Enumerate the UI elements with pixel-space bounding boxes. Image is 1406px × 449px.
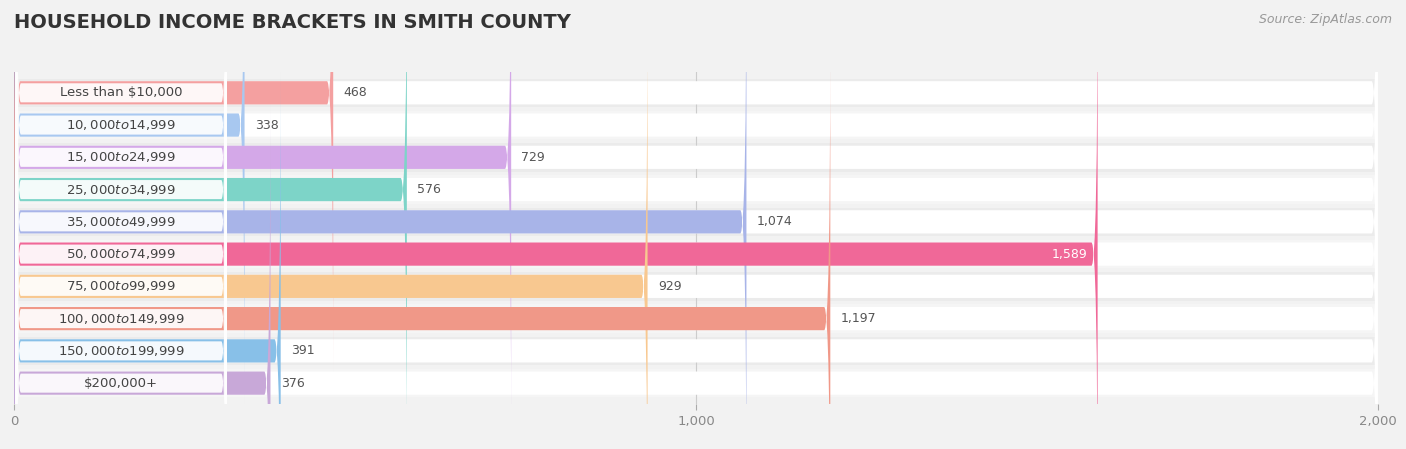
- FancyBboxPatch shape: [15, 5, 226, 449]
- FancyBboxPatch shape: [14, 40, 831, 449]
- Text: $75,000 to $99,999: $75,000 to $99,999: [66, 279, 176, 293]
- Text: $15,000 to $24,999: $15,000 to $24,999: [66, 150, 176, 164]
- FancyBboxPatch shape: [14, 0, 406, 449]
- FancyBboxPatch shape: [14, 207, 1378, 236]
- FancyBboxPatch shape: [14, 8, 1378, 449]
- FancyBboxPatch shape: [15, 102, 226, 449]
- FancyBboxPatch shape: [14, 0, 1378, 449]
- FancyBboxPatch shape: [14, 0, 245, 404]
- FancyBboxPatch shape: [15, 0, 226, 438]
- Text: 468: 468: [343, 86, 367, 99]
- FancyBboxPatch shape: [14, 369, 1378, 397]
- FancyBboxPatch shape: [14, 0, 1378, 449]
- FancyBboxPatch shape: [15, 0, 226, 406]
- FancyBboxPatch shape: [14, 0, 512, 436]
- FancyBboxPatch shape: [14, 105, 270, 449]
- Text: 391: 391: [291, 344, 315, 357]
- FancyBboxPatch shape: [15, 135, 226, 449]
- Text: $100,000 to $149,999: $100,000 to $149,999: [58, 312, 184, 326]
- FancyBboxPatch shape: [14, 0, 1378, 371]
- Text: $200,000+: $200,000+: [84, 377, 157, 390]
- FancyBboxPatch shape: [14, 337, 1378, 365]
- FancyBboxPatch shape: [14, 304, 1378, 333]
- FancyBboxPatch shape: [14, 0, 1378, 404]
- Text: 1,074: 1,074: [756, 216, 793, 229]
- Text: $150,000 to $199,999: $150,000 to $199,999: [58, 344, 184, 358]
- FancyBboxPatch shape: [14, 143, 1378, 172]
- Text: 576: 576: [418, 183, 441, 196]
- FancyBboxPatch shape: [14, 0, 333, 371]
- Text: $50,000 to $74,999: $50,000 to $74,999: [66, 247, 176, 261]
- FancyBboxPatch shape: [14, 72, 1378, 449]
- FancyBboxPatch shape: [14, 111, 1378, 139]
- Text: Source: ZipAtlas.com: Source: ZipAtlas.com: [1258, 13, 1392, 26]
- FancyBboxPatch shape: [14, 105, 1378, 449]
- FancyBboxPatch shape: [14, 8, 648, 449]
- Text: 376: 376: [281, 377, 305, 390]
- FancyBboxPatch shape: [14, 0, 747, 449]
- Text: Less than $10,000: Less than $10,000: [60, 86, 183, 99]
- Text: 929: 929: [658, 280, 682, 293]
- FancyBboxPatch shape: [14, 72, 281, 449]
- FancyBboxPatch shape: [15, 0, 226, 374]
- Text: 729: 729: [522, 151, 546, 164]
- FancyBboxPatch shape: [14, 79, 1378, 107]
- FancyBboxPatch shape: [15, 0, 226, 449]
- Text: $35,000 to $49,999: $35,000 to $49,999: [66, 215, 176, 229]
- Text: 338: 338: [254, 119, 278, 132]
- Text: 1,197: 1,197: [841, 312, 876, 325]
- FancyBboxPatch shape: [14, 272, 1378, 300]
- Text: $25,000 to $34,999: $25,000 to $34,999: [66, 183, 176, 197]
- FancyBboxPatch shape: [15, 70, 226, 449]
- FancyBboxPatch shape: [14, 176, 1378, 204]
- FancyBboxPatch shape: [14, 240, 1378, 269]
- FancyBboxPatch shape: [15, 0, 226, 341]
- FancyBboxPatch shape: [14, 0, 1378, 436]
- FancyBboxPatch shape: [15, 38, 226, 449]
- Text: 1,589: 1,589: [1052, 247, 1087, 260]
- FancyBboxPatch shape: [14, 0, 1098, 449]
- FancyBboxPatch shape: [14, 40, 1378, 449]
- FancyBboxPatch shape: [14, 0, 1378, 449]
- Text: HOUSEHOLD INCOME BRACKETS IN SMITH COUNTY: HOUSEHOLD INCOME BRACKETS IN SMITH COUNT…: [14, 13, 571, 32]
- Text: $10,000 to $14,999: $10,000 to $14,999: [66, 118, 176, 132]
